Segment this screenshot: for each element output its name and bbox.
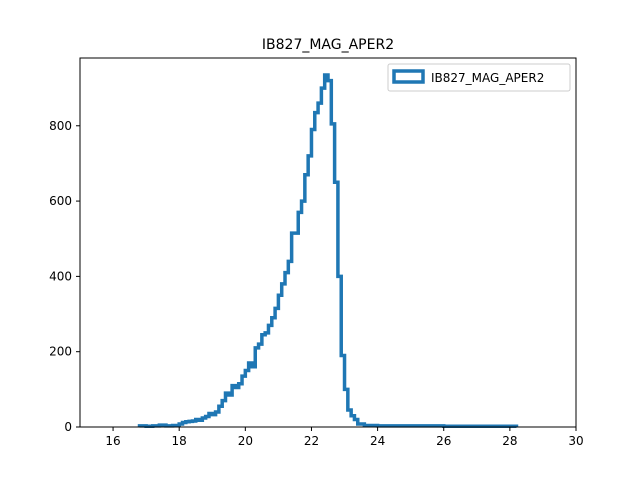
x-tick-label: 26 bbox=[436, 434, 451, 448]
x-tick-label: 20 bbox=[238, 434, 253, 448]
x-tick-label: 30 bbox=[568, 434, 583, 448]
x-tick-label: 18 bbox=[172, 434, 187, 448]
x-tick-label: 24 bbox=[370, 434, 385, 448]
x-tick-label: 22 bbox=[304, 434, 319, 448]
legend-swatch bbox=[392, 69, 425, 84]
y-tick-label: 600 bbox=[49, 194, 72, 208]
chart-title: IB827_MAG_APER2 bbox=[262, 37, 394, 53]
y-axis: 0 200 400 600 800 bbox=[49, 119, 80, 434]
legend-label: IB827_MAG_APER2 bbox=[431, 71, 544, 85]
y-tick-label: 200 bbox=[49, 345, 72, 359]
y-tick-label: 0 bbox=[64, 420, 72, 434]
plot-area bbox=[79, 57, 577, 428]
histogram-series-line bbox=[137, 73, 519, 428]
legend-frame bbox=[387, 63, 571, 92]
legend: IB827_MAG_APER2 bbox=[387, 63, 571, 92]
x-tick-label: 28 bbox=[502, 434, 517, 448]
y-tick-label: 400 bbox=[49, 269, 72, 283]
y-tick-label: 800 bbox=[49, 119, 72, 133]
x-axis: 16 18 20 22 24 26 28 30 bbox=[105, 427, 584, 448]
axes-frame bbox=[79, 57, 577, 428]
x-tick-label: 16 bbox=[105, 434, 120, 448]
